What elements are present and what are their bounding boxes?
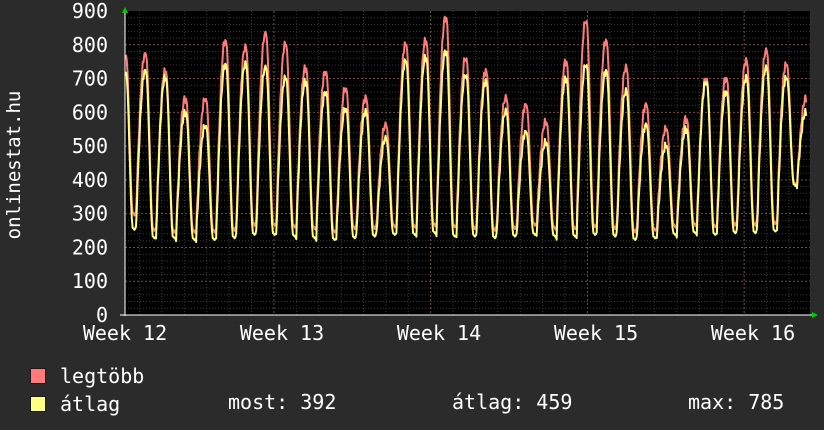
series-line-avg — [125, 49, 808, 243]
y-axis-arrow-icon — [122, 7, 128, 13]
legend: legtöbb átlag most: 392 átlag: 459 max: … — [30, 362, 810, 418]
x-tick-label: Week 15 — [554, 321, 638, 345]
stat-max: max: 785 — [688, 390, 785, 414]
y-tick-label: 100 — [72, 269, 108, 293]
legend-item-avg: átlag most: 392 átlag: 459 max: 785 — [30, 390, 810, 418]
x-axis-arrow-icon — [812, 312, 818, 318]
y-tick-labels: 0 100 200 300 400 500 600 700 800 900 — [72, 0, 108, 327]
legend-swatch-max — [30, 368, 46, 384]
y-tick-label: 700 — [72, 67, 108, 91]
y-axis-title: onlinestat.hu — [3, 91, 25, 240]
y-tick-label: 600 — [72, 100, 108, 124]
axes — [120, 7, 818, 318]
y-tick-label: 800 — [72, 33, 108, 57]
y-tick-label: 900 — [72, 0, 108, 23]
legend-label-avg: átlag — [60, 392, 121, 416]
x-tick-label: Week 14 — [397, 321, 481, 345]
legend-item-max: legtöbb — [30, 362, 810, 390]
y-tick-label: 200 — [72, 235, 108, 259]
x-tick-labels: Week 12 Week 13 Week 14 Week 15 Week 16 — [83, 321, 795, 345]
stat-now: most: 392 — [228, 390, 337, 414]
legend-label-max: legtöbb — [60, 364, 145, 388]
series-lines — [125, 15, 808, 243]
x-tick-label: Week 16 — [711, 321, 795, 345]
x-tick-label: Week 12 — [83, 321, 167, 345]
x-tick-label: Week 13 — [240, 321, 324, 345]
y-tick-label: 400 — [72, 168, 108, 192]
y-tick-label: 300 — [72, 202, 108, 226]
y-tick-label: 500 — [72, 134, 108, 158]
stat-avg: átlag: 459 — [452, 390, 573, 414]
y-tick-label: 0 — [96, 303, 108, 327]
legend-swatch-avg — [30, 396, 46, 412]
